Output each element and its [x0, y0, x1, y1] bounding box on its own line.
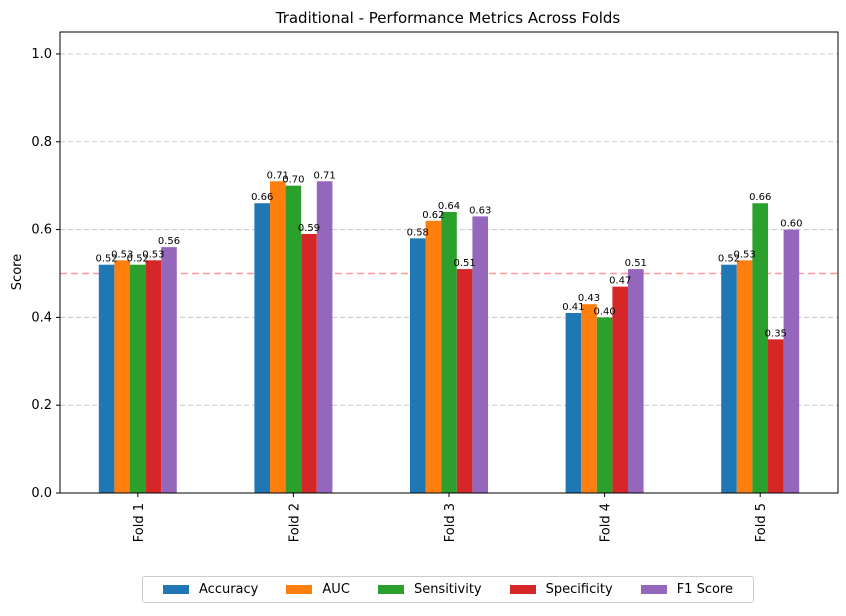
bar [721, 264, 737, 493]
bar [628, 269, 644, 493]
data-label: 0.71 [267, 170, 289, 181]
data-label: 0.52 [127, 254, 149, 265]
bar [254, 203, 270, 493]
data-label: 0.47 [609, 276, 631, 287]
bar [161, 247, 177, 493]
bar [596, 317, 613, 493]
axes: 0.0 0.2 0.4 0.6 0.8 1.0 Fold 1 Fold 2 Fold 3 Fold… [31, 31, 839, 542]
data-label: 0.63 [469, 205, 491, 216]
bar [410, 238, 426, 493]
legend-swatch [286, 585, 313, 594]
legend-item: Accuracy [163, 582, 258, 597]
bar [456, 269, 473, 493]
bar [114, 260, 130, 493]
y-tick-label: 0.8 [31, 135, 52, 150]
bar [581, 304, 597, 493]
legend-label: F1 Score [676, 582, 733, 597]
legend-label: Accuracy [199, 582, 259, 597]
data-label: 0.40 [593, 306, 615, 317]
bar [285, 185, 302, 493]
x-tick-label: Fold 2 [287, 503, 302, 542]
data-label: 0.62 [422, 210, 444, 221]
legend-label: AUC [322, 582, 350, 597]
data-label: 0.52 [95, 254, 117, 265]
data-label: 0.58 [407, 227, 429, 238]
legend-swatch [163, 585, 190, 594]
bar [768, 339, 784, 493]
data-label: 0.53 [733, 249, 755, 260]
data-label: 0.56 [158, 236, 180, 247]
bar [736, 260, 753, 493]
bar [270, 181, 286, 493]
y-tick-label: 1.0 [31, 47, 52, 62]
bar [98, 264, 115, 493]
chart-title: Traditional - Performance Metrics Across… [275, 9, 621, 27]
data-label: 0.43 [578, 293, 600, 304]
bar [301, 233, 317, 493]
y-tick-label: 0.4 [31, 310, 52, 325]
data-label: 0.35 [765, 328, 787, 339]
data-labels: 0.520.530.520.530.560.660.710.700.590.71… [95, 170, 802, 339]
data-label: 0.41 [562, 302, 584, 313]
bar [612, 286, 628, 493]
y-tick-label: 0.0 [31, 486, 52, 501]
legend-item: F1 Score [640, 582, 733, 597]
data-label: 0.59 [298, 223, 320, 234]
data-label: 0.60 [780, 219, 802, 230]
x-tick-label: Fold 1 [132, 503, 147, 542]
x-tick-label: Fold 3 [443, 503, 458, 542]
x-tick-label: Fold 5 [754, 503, 769, 542]
data-label: 0.66 [749, 192, 771, 203]
bar [783, 229, 800, 494]
legend-item: Specificity [509, 582, 613, 597]
legend: Accuracy AUC Sensitivity Specificity F1 Scor… [142, 576, 754, 603]
data-label: 0.53 [111, 249, 133, 260]
bar [145, 260, 162, 493]
bar [472, 216, 488, 493]
data-label: 0.70 [282, 175, 304, 186]
data-label: 0.66 [251, 192, 273, 203]
bars [98, 181, 800, 494]
legend-swatch [640, 585, 667, 594]
legend-label: Specificity [545, 582, 613, 597]
data-label: 0.64 [438, 201, 460, 212]
data-label: 0.51 [625, 258, 647, 269]
data-label: 0.71 [313, 170, 335, 181]
data-label: 0.53 [142, 249, 164, 260]
data-label: 0.52 [718, 254, 740, 265]
y-tick-label: 0.2 [31, 398, 52, 413]
legend-swatch [509, 585, 536, 594]
y-axis-label: Score [10, 254, 25, 290]
bar [316, 181, 333, 493]
legend-item: Sensitivity [377, 582, 482, 597]
legend-label: Sensitivity [413, 582, 482, 597]
x-tick-label: Fold 4 [599, 503, 614, 542]
data-label: 0.51 [453, 258, 475, 269]
bar [565, 312, 582, 493]
plot-frame [59, 31, 839, 494]
bar [441, 212, 457, 493]
bar [130, 264, 146, 493]
bar [425, 220, 442, 494]
bar [752, 203, 768, 493]
legend-item: AUC [286, 582, 350, 597]
y-tick-label: 0.6 [31, 223, 52, 238]
legend-swatch [377, 585, 404, 594]
